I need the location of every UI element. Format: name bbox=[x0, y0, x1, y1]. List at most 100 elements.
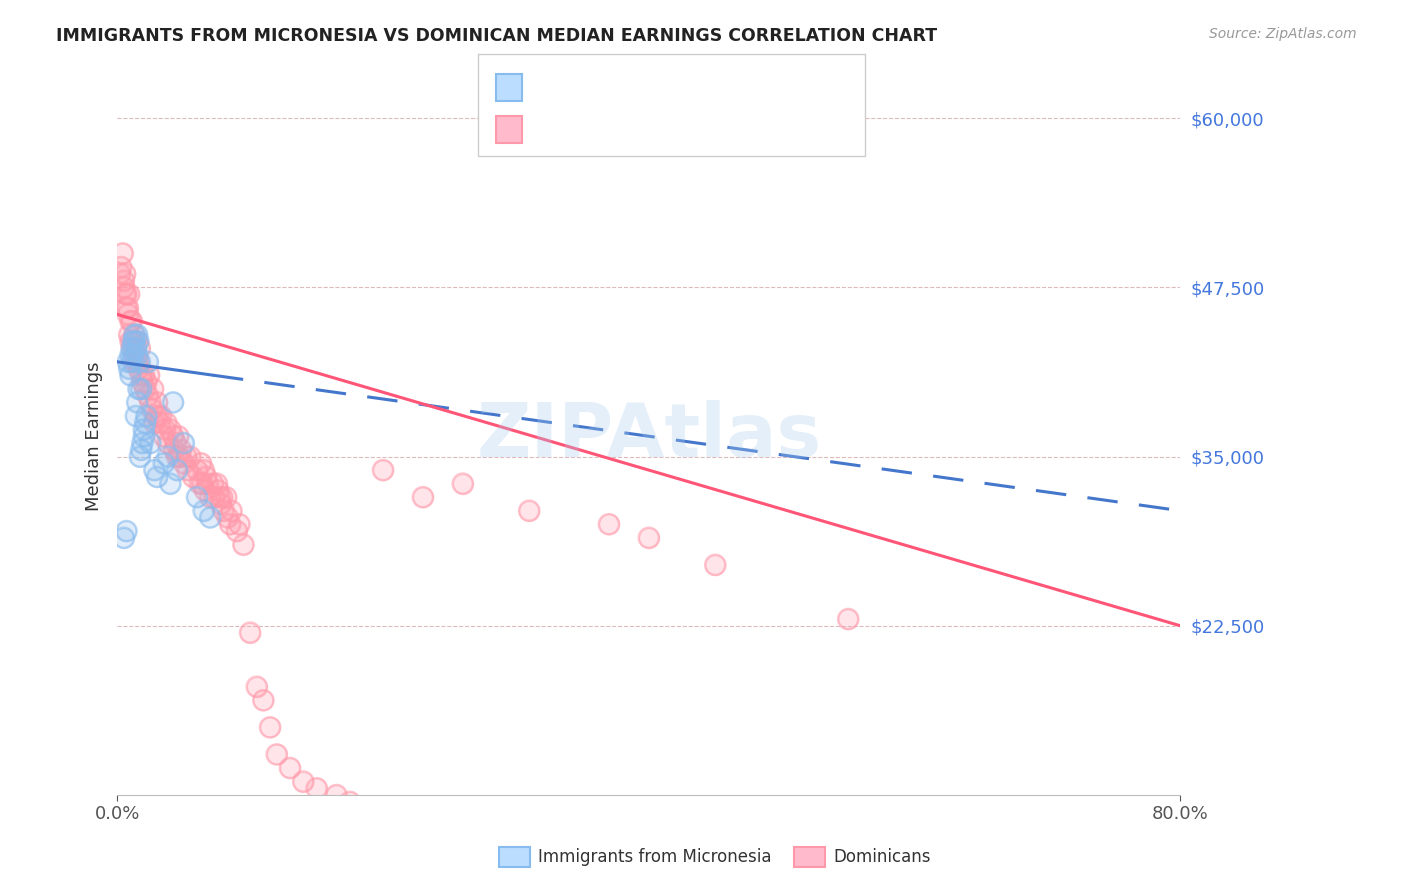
Point bbox=[292, 774, 315, 789]
Point bbox=[188, 476, 211, 491]
Point bbox=[166, 450, 188, 464]
Point bbox=[215, 490, 238, 504]
Point bbox=[146, 470, 169, 484]
Point bbox=[170, 442, 193, 457]
Point bbox=[127, 382, 149, 396]
Point bbox=[165, 436, 187, 450]
Text: ZIPAtlas: ZIPAtlas bbox=[477, 400, 821, 473]
Point bbox=[117, 301, 139, 315]
Point bbox=[239, 625, 262, 640]
Point bbox=[134, 416, 156, 430]
Point bbox=[108, 267, 131, 281]
Point bbox=[139, 395, 162, 409]
Point bbox=[259, 720, 281, 734]
Text: Source: ZipAtlas.com: Source: ZipAtlas.com bbox=[1209, 27, 1357, 41]
Point bbox=[186, 463, 208, 477]
Point bbox=[194, 483, 217, 498]
Point bbox=[127, 334, 149, 349]
Point bbox=[120, 314, 142, 328]
Point bbox=[124, 327, 146, 342]
Point bbox=[176, 450, 198, 464]
Point bbox=[150, 409, 173, 423]
Point bbox=[173, 456, 195, 470]
Point bbox=[170, 442, 193, 457]
Point bbox=[136, 355, 159, 369]
Point bbox=[115, 287, 138, 301]
Point bbox=[278, 761, 301, 775]
Point bbox=[165, 436, 187, 450]
Point bbox=[200, 510, 222, 524]
Point bbox=[110, 260, 132, 274]
Point bbox=[143, 463, 166, 477]
Point bbox=[117, 307, 139, 321]
Point bbox=[412, 490, 434, 504]
Point bbox=[127, 334, 149, 349]
Point bbox=[186, 490, 208, 504]
Point bbox=[118, 361, 141, 376]
Point bbox=[125, 409, 148, 423]
Point bbox=[125, 348, 148, 362]
Point bbox=[125, 409, 148, 423]
Point bbox=[127, 382, 149, 396]
Point bbox=[115, 301, 138, 315]
Point bbox=[146, 470, 169, 484]
Point bbox=[118, 327, 141, 342]
Point bbox=[162, 395, 184, 409]
Point bbox=[166, 450, 188, 464]
Point bbox=[145, 409, 167, 423]
Point bbox=[190, 456, 212, 470]
Point bbox=[153, 422, 176, 436]
Point bbox=[197, 476, 219, 491]
Point bbox=[169, 450, 191, 464]
Point bbox=[194, 483, 217, 498]
Point bbox=[131, 436, 153, 450]
Point bbox=[191, 476, 214, 491]
Point bbox=[120, 334, 142, 349]
Point bbox=[127, 361, 149, 376]
Point bbox=[181, 470, 204, 484]
Point bbox=[120, 348, 142, 362]
Point bbox=[202, 490, 225, 504]
Point bbox=[225, 524, 247, 538]
Point bbox=[598, 517, 620, 532]
Point bbox=[127, 348, 149, 362]
Point bbox=[131, 375, 153, 389]
Point bbox=[152, 456, 174, 470]
Point bbox=[122, 334, 145, 349]
Point bbox=[117, 355, 139, 369]
Point bbox=[412, 490, 434, 504]
Point bbox=[166, 463, 188, 477]
Point bbox=[132, 422, 155, 436]
Point bbox=[114, 267, 136, 281]
Point bbox=[139, 436, 162, 450]
Point bbox=[219, 517, 242, 532]
Point bbox=[127, 355, 149, 369]
Point bbox=[153, 422, 176, 436]
Point bbox=[339, 795, 361, 809]
Point bbox=[127, 395, 149, 409]
Point bbox=[121, 314, 143, 328]
Point bbox=[159, 422, 181, 436]
Point bbox=[252, 693, 274, 707]
Point bbox=[129, 382, 152, 396]
Point bbox=[124, 355, 146, 369]
Point bbox=[181, 470, 204, 484]
Point bbox=[118, 327, 141, 342]
Point bbox=[598, 517, 620, 532]
Point bbox=[155, 416, 177, 430]
Point bbox=[129, 442, 152, 457]
Point bbox=[127, 355, 149, 369]
Point bbox=[122, 334, 145, 349]
Point bbox=[135, 375, 157, 389]
Text: N =: N = bbox=[643, 114, 679, 132]
Point bbox=[202, 490, 225, 504]
Point bbox=[193, 504, 215, 518]
Point bbox=[129, 368, 152, 383]
Point bbox=[217, 510, 239, 524]
Point bbox=[278, 761, 301, 775]
Text: N =: N = bbox=[643, 74, 679, 92]
Text: -0.583: -0.583 bbox=[575, 114, 634, 132]
Point bbox=[173, 456, 195, 470]
Point bbox=[139, 395, 162, 409]
Point bbox=[120, 334, 142, 349]
